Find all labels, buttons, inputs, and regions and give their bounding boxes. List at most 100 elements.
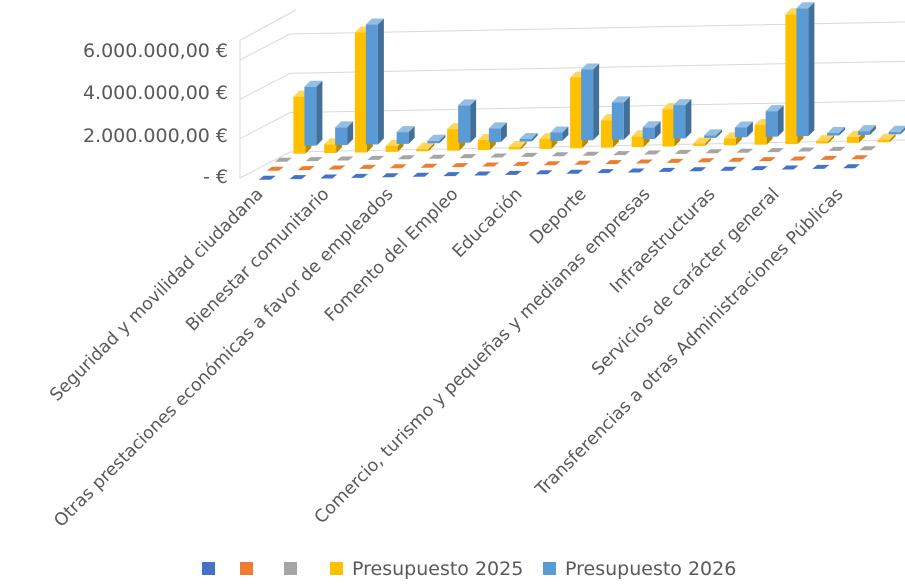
y-tick-label-0: - €	[203, 166, 228, 188]
floor-mark-s1-c10	[574, 160, 592, 165]
floor-mark-s1-c11	[605, 160, 623, 165]
y-tick-label-3: 6.000.000,00 €	[83, 40, 228, 62]
series-floor-markers	[258, 146, 877, 180]
floor-mark-s1-c4	[389, 164, 407, 169]
legend-swatch-4	[543, 562, 556, 575]
legend-swatch-0	[202, 562, 215, 575]
floor-mark-s1-c0	[266, 166, 284, 171]
floor-mark-s1-c14	[697, 158, 715, 163]
bar-p2026-15	[765, 105, 784, 137]
floor-mark-s2-c0	[274, 157, 292, 162]
floor-mark-s1-c3	[359, 164, 377, 169]
bar-p2025-4	[416, 142, 435, 152]
bar-p2026-1	[335, 121, 354, 146]
floor-mark-s1-c2	[328, 165, 346, 170]
legend-swatch-1	[240, 562, 253, 575]
legend-item-4[interactable]: Presupuesto 2026	[543, 558, 736, 580]
bar-p2026-4	[427, 134, 446, 144]
bar-p2026-16	[796, 2, 815, 137]
floor-mark-s1-c17	[789, 156, 807, 161]
floor-mark-s1-c18	[820, 155, 838, 160]
floor-mark-s2-c4	[397, 155, 415, 160]
floor-mark-s0-c19	[843, 164, 861, 169]
category-label-5: Deporte	[526, 184, 590, 248]
bars	[293, 2, 905, 154]
legend-item-2[interactable]	[284, 562, 297, 575]
floor-mark-s2-c5	[428, 154, 446, 159]
floor-mark-s2-c17	[797, 147, 815, 152]
floor-mark-s0-c11	[597, 169, 615, 174]
floor-mark-s0-c6	[443, 172, 461, 177]
bar-p2025-19	[877, 133, 896, 143]
floor-mark-s0-c4	[381, 173, 399, 178]
floor-mark-s2-c18	[828, 146, 846, 151]
bar-p2026-19	[888, 125, 905, 135]
category-label-4: Educación	[449, 184, 527, 262]
floor-mark-s0-c12	[627, 168, 645, 173]
gridline-2	[239, 60, 905, 100]
floor-mark-s1-c5	[420, 163, 438, 168]
floor-mark-s0-c15	[720, 166, 738, 171]
gridline-1	[239, 100, 905, 140]
y-tick-label-1: 2.000.000,00 €	[83, 125, 228, 147]
floor-mark-s0-c1	[289, 175, 307, 180]
floor-mark-s1-c8	[512, 161, 530, 166]
legend-label-3: Presupuesto 2025	[352, 558, 523, 580]
floor-mark-s2-c6	[459, 154, 477, 159]
floor-mark-s2-c14	[705, 149, 723, 154]
bar-p2026-0	[304, 80, 323, 146]
category-label-3: Fomento del Empleo	[321, 184, 462, 325]
floor-mark-s0-c8	[504, 170, 522, 175]
legend[interactable]: Presupuesto 2025 Presupuesto 2026	[202, 558, 736, 580]
gridline-3	[239, 21, 905, 61]
bar-p2025-13	[693, 137, 712, 146]
bar-p2026-10	[611, 96, 630, 140]
category-label-9: Transferencias a otras Administraciones …	[531, 184, 847, 500]
floor-mark-s1-c6	[451, 163, 469, 168]
floor-mark-s0-c13	[658, 167, 676, 172]
y-tick-label-2: 4.000.000,00 €	[83, 82, 228, 104]
floor-mark-s0-c0	[258, 175, 276, 180]
bar-p2026-12	[673, 99, 692, 139]
floor-mark-s0-c9	[535, 170, 553, 175]
bar-p2026-9	[581, 63, 600, 141]
legend-swatch-3	[330, 562, 343, 575]
y-axis-tick-labels: - € 2.000.000,00 € 4.000.000,00 € 6.000.000…	[83, 40, 228, 188]
legend-label-4: Presupuesto 2026	[565, 558, 736, 580]
bar-p2025-17	[816, 135, 835, 144]
bar-p2026-11	[642, 121, 661, 140]
bar-p2026-13	[704, 129, 723, 138]
floor-mark-s2-c9	[551, 152, 569, 157]
legend-swatch-2	[284, 562, 297, 575]
bar-p2026-14	[734, 121, 753, 138]
floor-mark-s1-c19	[851, 155, 869, 160]
floor-mark-s2-c19	[859, 146, 877, 151]
top-edge	[239, 9, 297, 41]
legend-item-0[interactable]	[202, 562, 215, 575]
floor-mark-s0-c2	[320, 174, 338, 179]
bar-p2026-2	[365, 18, 384, 145]
floor-mark-s1-c12	[635, 159, 653, 164]
floor-mark-s2-c13	[674, 149, 692, 154]
floor-mark-s1-c13	[666, 158, 684, 163]
floor-mark-s2-c12	[643, 150, 661, 155]
floor-mark-s2-c10	[582, 151, 600, 156]
bar-p2026-7	[519, 133, 538, 142]
floor-mark-s2-c3	[367, 155, 385, 160]
legend-item-1[interactable]	[240, 562, 253, 575]
floor-mark-s2-c11	[613, 151, 631, 156]
category-axis-labels: Seguridad y movilidad ciudadanaBienestar…	[46, 184, 847, 531]
floor-mark-s2-c7	[490, 153, 508, 158]
floor-mark-s0-c16	[750, 166, 768, 171]
legend-item-3[interactable]: Presupuesto 2025	[330, 558, 523, 580]
floor-mark-s2-c2	[336, 156, 354, 161]
floor-mark-s1-c15	[728, 157, 746, 162]
floor-mark-s2-c15	[736, 148, 754, 153]
floor-mark-s1-c1	[297, 166, 315, 171]
floor-mark-s2-c8	[520, 152, 538, 157]
floor-mark-s1-c16	[758, 157, 776, 162]
floor-mark-s2-c16	[766, 148, 784, 153]
floor-mark-s0-c14	[689, 167, 707, 172]
